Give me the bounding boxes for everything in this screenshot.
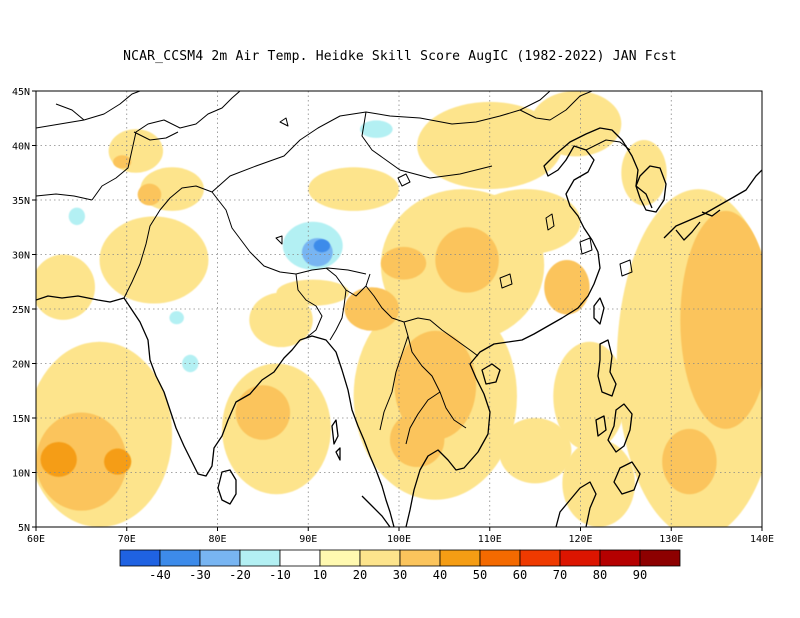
skill-region (308, 167, 399, 211)
latitude-label: 45N (12, 87, 30, 98)
colorbar-label: 80 (593, 568, 607, 582)
colorbar-label: 70 (553, 568, 567, 582)
colorbar-swatch (239, 549, 281, 567)
skill-region (169, 311, 184, 325)
skill-region (498, 418, 572, 484)
colorbar-label: -30 (189, 568, 211, 582)
latitude-tick-labels: 5N 10N 15N 20N 25N 30N 35N 40N 45N (12, 87, 36, 534)
latitude-label: 25N (12, 305, 30, 316)
latitude-label: 35N (12, 196, 30, 207)
colorbar-label: -10 (269, 568, 291, 582)
skill-region (36, 412, 127, 511)
colorbar-swatch (559, 549, 601, 567)
skill-region (662, 428, 717, 495)
korea-peninsula (635, 165, 667, 213)
skill-region (104, 448, 132, 475)
longitude-label: 60E (27, 534, 45, 545)
skill-region (435, 227, 499, 293)
longitude-label: 120E (568, 534, 592, 545)
skill-region (530, 91, 622, 157)
colorbar-label: 60 (513, 568, 527, 582)
colorbar-swatch (519, 549, 561, 567)
skill-region (562, 439, 635, 527)
skill-region (40, 441, 77, 477)
skill-region (553, 341, 626, 451)
andaman-islands (331, 419, 341, 461)
skill-region (36, 254, 95, 320)
coastline-bengal (299, 335, 365, 441)
skill-region (137, 183, 162, 206)
colorbar-label: 90 (633, 568, 647, 582)
colorbar-swatch (119, 549, 161, 567)
colorbar-label: 50 (473, 568, 487, 582)
colorbar-label: 40 (433, 568, 447, 582)
country-borders (36, 91, 631, 445)
coastline-myanmar-malay (363, 439, 395, 527)
colorbar-swatch (399, 549, 441, 567)
map-title: NCAR_CCSM4 2m Air Temp. Heidke Skill Sco… (123, 49, 677, 64)
coastline-indochina (405, 127, 653, 527)
skill-region (235, 385, 291, 440)
latitude-label: 40N (12, 142, 30, 153)
skill-region (68, 207, 86, 226)
longitude-label: 80E (208, 534, 226, 545)
colorbar-swatch (159, 549, 201, 567)
latitude-label: 10N (12, 469, 30, 480)
colorbar-swatch (359, 549, 401, 567)
latitude-label: 15N (12, 414, 30, 425)
colorbar-label: -40 (149, 568, 171, 582)
skill-region (544, 259, 590, 315)
longitude-label: 70E (118, 534, 136, 545)
longitude-label: 140E (750, 534, 774, 545)
longitude-label: 110E (478, 534, 502, 545)
colorbar-label: -20 (229, 568, 251, 582)
colorbar-label: 10 (313, 568, 327, 582)
colorbar-swatch (279, 549, 321, 567)
lakes (275, 117, 633, 289)
longitude-tick-labels: 60E 70E 80E 90E 100E 110E 120E 130E 140E (27, 527, 774, 545)
longitude-label: 130E (659, 534, 683, 545)
skill-region (344, 287, 399, 331)
colorbar-swatch (199, 549, 241, 567)
colorbar-swatch (439, 549, 481, 567)
colorbar-label: 20 (353, 568, 367, 582)
skill-region (99, 216, 209, 304)
skill-region (249, 292, 313, 348)
latitude-label: 5N (18, 523, 30, 534)
coastlines-and-borders (36, 91, 762, 527)
coastline-arabia-iran (36, 295, 125, 303)
skill-region (389, 412, 445, 468)
colorbar-swatch (599, 549, 641, 567)
philippines-islands (595, 339, 641, 495)
skill-region (680, 210, 762, 429)
skill-region (313, 239, 331, 253)
taiwan-island (593, 297, 605, 325)
skill-region (394, 330, 477, 440)
lat-lon-grid (36, 91, 762, 527)
japan-islands (663, 169, 762, 241)
skill-region (471, 189, 581, 255)
colorbar-label: 30 (393, 568, 407, 582)
longitude-label: 100E (387, 534, 411, 545)
sumatra-coast (361, 495, 391, 527)
colorbar-swatch (319, 549, 361, 567)
longitude-label: 90E (299, 534, 317, 545)
hainan-island (481, 363, 501, 385)
colorbar: -40 -30 -20 -10 10 20 30 40 50 60 70 80 90 (119, 549, 681, 582)
skill-region (380, 246, 427, 280)
borneo-coast (555, 481, 597, 527)
colorbar-swatch (639, 549, 681, 567)
skill-region (276, 279, 350, 306)
sri-lanka (217, 469, 237, 505)
coastline-india-west (123, 297, 301, 477)
skill-region (359, 120, 393, 138)
latitude-label: 20N (12, 360, 30, 371)
latitude-label: 30N (12, 251, 30, 262)
colorbar-swatch (479, 549, 521, 567)
